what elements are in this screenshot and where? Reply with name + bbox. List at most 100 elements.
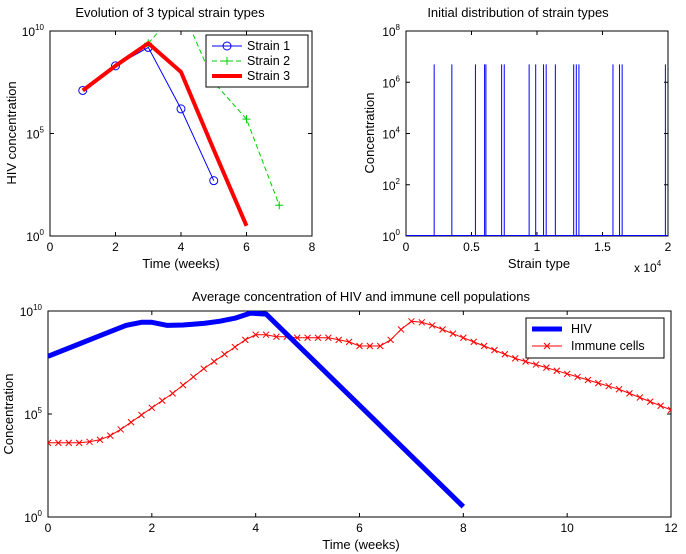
immune-point [273, 333, 280, 341]
legend-strain1-label: Strain 1 [247, 39, 290, 53]
x-tick-label: 2 [665, 240, 672, 254]
x-tick-label: 2 [112, 240, 119, 254]
x-tick-label: 4 [178, 240, 185, 254]
x-tick-label: 8 [460, 521, 467, 535]
y-tick-label: 105 [24, 406, 42, 422]
x-tick-label: 0 [403, 240, 410, 254]
chart2-ticks: 0 0.5 1 1.5 2 100 102 104 106 108 [382, 23, 671, 254]
chart1-title: Evolution of 3 typical strain types [75, 5, 265, 20]
immune-point [158, 397, 166, 404]
immune-point [459, 334, 467, 342]
strain1-point [209, 176, 219, 186]
x-tick-label: 4 [252, 521, 259, 535]
x-tick-label: 0 [47, 240, 54, 254]
strain2-point [242, 115, 251, 124]
strain1-point [111, 61, 120, 71]
immune-point [335, 336, 343, 344]
legend-strain2-label: Strain 2 [247, 54, 290, 68]
immune-point [387, 336, 395, 344]
immune-point [252, 331, 260, 339]
chart1-ticks: 0 2 4 6 8 100 105 1010 [22, 23, 316, 254]
chart2-title: Initial distribution of strain types [427, 5, 609, 20]
immune-point [314, 334, 322, 342]
immune-point [48, 439, 52, 447]
x-tick-label: 1 [534, 240, 541, 254]
chart1-ylabel: HIV concentration [4, 81, 19, 184]
x-tick-label: 0 [45, 521, 52, 535]
legend-hiv-label: HIV [571, 322, 593, 336]
x-tick-label: 12 [664, 521, 678, 535]
immune-point [304, 334, 311, 342]
x-tick-label: 0.5 [463, 240, 480, 254]
immune-point [241, 336, 249, 344]
immune-point [262, 331, 270, 339]
legend-strain1-marker [222, 41, 232, 51]
y-tick-label: 102 [382, 177, 400, 193]
immune-point [480, 342, 488, 350]
series-hiv-line [48, 311, 466, 509]
immune-point [376, 342, 384, 350]
strain2-point [275, 201, 284, 210]
immune-point [345, 338, 353, 346]
y-tick-label: 100 [26, 228, 44, 244]
immune-point [127, 418, 135, 426]
y-tick-label: 106 [382, 74, 400, 90]
immune-point [96, 436, 104, 444]
immune-point [179, 381, 187, 389]
chart3-xlabel: Time (weeks) [322, 537, 400, 552]
immune-point [169, 390, 176, 397]
y-tick-label: 108 [382, 23, 400, 39]
immune-point [491, 346, 498, 354]
legend-immune-label: Immune cells [571, 339, 645, 353]
y-tick-label: 1010 [20, 303, 43, 319]
immune-point [574, 373, 581, 381]
y-tick-label: 104 [382, 126, 400, 142]
immune-point [543, 364, 550, 372]
chart3-legend-box [525, 317, 665, 359]
chart-strain-evolution: Evolution of 3 typical strain types 0 2 4 6… [4, 5, 316, 271]
x-tick-label: 2 [148, 521, 155, 535]
immune-point [75, 439, 83, 447]
immune-point [324, 334, 332, 342]
chart2-ylabel: Concentration [362, 93, 377, 174]
y-tick-label: 105 [26, 126, 44, 142]
x-tick-label: 1.5 [594, 240, 611, 254]
immune-point [428, 322, 436, 329]
immune-point [532, 361, 540, 368]
immune-point [356, 342, 363, 350]
immune-point [605, 382, 613, 390]
chart3-ylabel: Concentration [1, 374, 16, 455]
x-tick-label: 6 [356, 521, 363, 535]
immune-point [594, 379, 602, 387]
chart3-legend: HIV Immune cells [525, 317, 665, 359]
y-tick-label: 1010 [22, 23, 45, 39]
strain1-point [176, 104, 186, 114]
immune-point [626, 390, 633, 397]
chart1-xlabel: Time (weeks) [142, 256, 220, 271]
immune-point [563, 370, 571, 378]
y-tick-label: 100 [382, 228, 400, 244]
immune-point [231, 343, 239, 351]
immune-point [221, 350, 228, 358]
immune-point [501, 350, 509, 358]
chart-average-concentration: Average concentration of HIV and immune … [1, 289, 678, 552]
immune-point [636, 394, 644, 401]
immune-point [522, 358, 529, 365]
chart3-ticks: 0 2 4 6 8 10 12 100 105 1010 [20, 303, 678, 535]
immune-point [65, 439, 73, 447]
legend-immune-marker [543, 342, 551, 350]
immune-point [408, 317, 415, 325]
immune-point [667, 406, 671, 414]
immune-point [148, 404, 156, 412]
immune-point [55, 439, 62, 447]
chart-initial-distribution: Initial distribution of strain types 0 0.… [362, 5, 672, 275]
immune-point [210, 358, 218, 365]
chart2-axes-box [405, 30, 669, 237]
immune-point [449, 330, 457, 338]
immune-point [138, 411, 145, 419]
immune-point [200, 365, 208, 373]
chart2-xlabel: Strain type [508, 256, 570, 271]
legend-strain3-label: Strain 3 [247, 69, 290, 83]
immune-point [397, 326, 405, 333]
